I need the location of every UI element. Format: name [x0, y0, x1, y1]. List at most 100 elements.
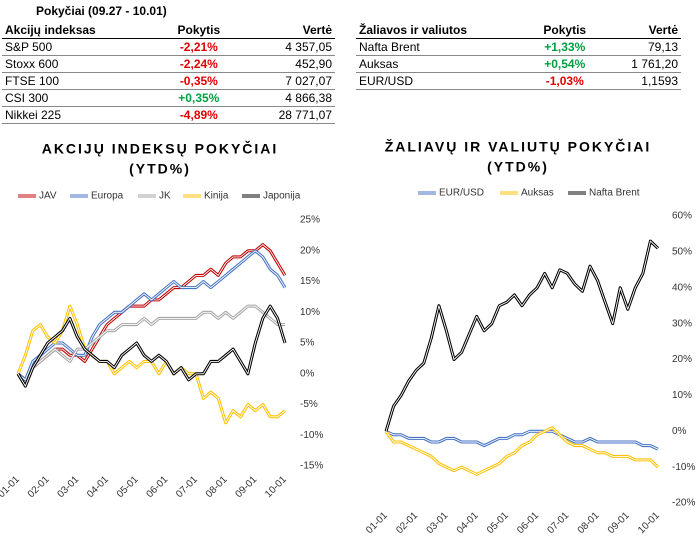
- x-tick-label: 07-01: [174, 474, 200, 500]
- table-cell: Stoxx 600: [2, 55, 160, 73]
- table-cell: FTSE 100: [2, 72, 160, 90]
- legend-label: Kinija: [204, 191, 229, 202]
- y-tick-label: -5%: [300, 399, 318, 410]
- table-cell: -1,03%: [528, 72, 602, 90]
- x-tick-label: 05-01: [485, 510, 511, 536]
- table-cell: S&P 500: [2, 38, 160, 56]
- table-cell: 4 866,38: [238, 89, 335, 107]
- column-header: Žaliavos ir valiutos: [356, 22, 529, 39]
- x-tick-label: 06-01: [144, 474, 170, 500]
- x-tick-label: 02-01: [394, 510, 420, 536]
- table-cell: Nikkei 225: [2, 106, 160, 124]
- x-tick-label: 10-01: [636, 510, 662, 536]
- header-row: Akcijų indeksas Pokytis Vertė: [2, 22, 335, 39]
- table-cell: -2,21%: [159, 38, 239, 56]
- header-title: Pokyčiai (09.27 - 10.01): [36, 4, 167, 18]
- table-cell: -4,89%: [159, 106, 239, 124]
- x-tick-label: 05-01: [115, 474, 141, 500]
- x-tick-label: 06-01: [515, 510, 541, 536]
- table-row: EUR/USD -1,03% 1,1593: [356, 72, 681, 90]
- y-tick-label: 60%: [672, 211, 692, 222]
- x-tick-label: 09-01: [233, 474, 259, 500]
- x-tick-label: 03-01: [55, 474, 81, 500]
- table-cell: 452,90: [238, 55, 335, 73]
- table-row: FTSE 100 -0,35% 7 027,07: [2, 72, 335, 90]
- x-tick-label: 04-01: [455, 510, 481, 536]
- y-tick-label: 30%: [672, 318, 692, 329]
- table-cell: 79,13: [601, 38, 681, 56]
- y-tick-label: 20%: [672, 354, 692, 365]
- x-tick-label: 02-01: [26, 474, 52, 500]
- series-line-inner: [385, 427, 659, 475]
- x-tick-label: 07-01: [545, 510, 571, 536]
- legend-label: Nafta Brent: [589, 188, 640, 199]
- series-line: [16, 304, 285, 388]
- series-line-inner: [385, 240, 659, 432]
- legend-label: Japonija: [263, 191, 301, 202]
- y-tick-label: -15%: [300, 461, 323, 472]
- table-cell: CSI 300: [2, 89, 160, 107]
- table-cell: EUR/USD: [356, 72, 529, 90]
- commodity-table: Žaliavos ir valiutos Pokytis Vertė Nafta Br…: [356, 22, 681, 90]
- chart-subtitle: (YTD%): [129, 161, 191, 177]
- y-tick-label: -10%: [300, 430, 323, 441]
- y-tick-label: 40%: [672, 282, 692, 293]
- legend-label: Europa: [91, 191, 124, 202]
- table-cell: Auksas: [356, 55, 529, 73]
- series-line: [384, 239, 660, 432]
- column-header: Akcijų indeksas: [2, 22, 160, 39]
- header-row: Žaliavos ir valiutos Pokytis Vertė: [356, 22, 681, 39]
- series-line: [16, 304, 287, 388]
- series-line-inner: [17, 305, 286, 387]
- legend-label: EUR/USD: [439, 188, 484, 199]
- column-header: Pokytis: [159, 22, 239, 39]
- chart-subtitle: (YTD%): [487, 159, 549, 175]
- table-cell: 7 027,07: [238, 72, 335, 90]
- column-header: Vertė: [238, 22, 335, 39]
- y-tick-label: 0%: [300, 368, 315, 379]
- legend-label: JAV: [39, 191, 57, 202]
- y-tick-label: 10%: [300, 307, 320, 318]
- table-cell: 1 761,20: [601, 55, 681, 73]
- y-tick-label: 15%: [300, 276, 320, 287]
- x-tick-label: 03-01: [425, 510, 451, 536]
- series-line-inner: [17, 305, 285, 387]
- chart-title: ŽALIAVŲ IR VALIUTŲ POKYČIAI: [385, 138, 652, 155]
- table-row: CSI 300 +0,35% 4 866,38: [2, 89, 335, 107]
- column-header: Vertė: [601, 22, 681, 39]
- table-cell: +1,33%: [528, 38, 602, 56]
- legend-label: Auksas: [521, 188, 554, 199]
- y-tick-label: 50%: [672, 247, 692, 258]
- table-cell: -2,24%: [159, 55, 239, 73]
- table-row: Stoxx 600 -2,24% 452,90: [2, 55, 335, 73]
- table-cell: 1,1593: [601, 72, 681, 90]
- table-row: Auksas +0,54% 1 761,20: [356, 55, 681, 73]
- y-tick-label: 5%: [300, 338, 315, 349]
- index-table: Akcijų indeksas Pokytis Vertė S&P 500 -2,21%…: [2, 22, 335, 124]
- x-tick-label: 08-01: [204, 474, 230, 500]
- table-row: Nikkei 225 -4,89% 28 771,07: [2, 106, 335, 124]
- y-tick-label: 10%: [672, 390, 692, 401]
- y-tick-label: 25%: [300, 215, 320, 226]
- y-tick-label: 0%: [672, 426, 687, 437]
- x-tick-label: 09-01: [606, 510, 632, 536]
- table-row: Nafta Brent +1,33% 79,13: [356, 38, 681, 56]
- table-cell: +0,54%: [528, 55, 602, 73]
- table-cell: 28 771,07: [238, 106, 335, 124]
- x-tick-label: 04-01: [85, 474, 111, 500]
- column-header: Pokytis: [528, 22, 602, 39]
- table-cell: -0,35%: [159, 72, 239, 90]
- y-tick-label: 20%: [300, 245, 320, 256]
- y-tick-label: -20%: [672, 498, 695, 509]
- x-tick-label: 01-01: [364, 510, 390, 536]
- table-cell: +0,35%: [159, 89, 239, 107]
- table-row: S&P 500 -2,21% 4 357,05: [2, 38, 335, 56]
- series-line-inner: [385, 430, 659, 450]
- y-tick-label: -10%: [672, 462, 695, 473]
- table-cell: 4 357,05: [238, 38, 335, 56]
- x-tick-label: 01-01: [0, 474, 22, 500]
- series-line-inner: [17, 250, 286, 381]
- x-tick-label: 08-01: [576, 510, 602, 536]
